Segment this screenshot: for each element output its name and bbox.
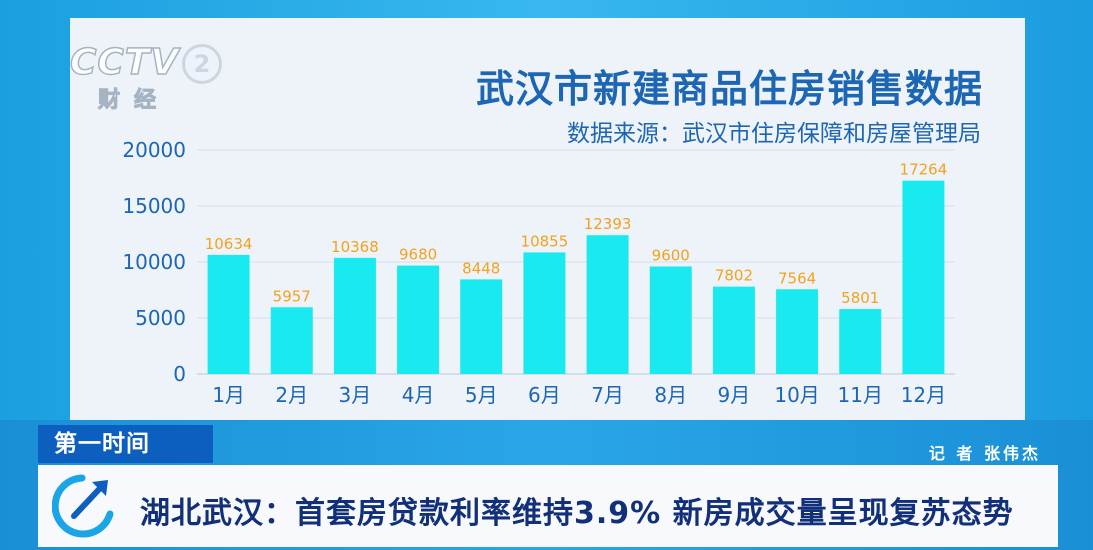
data-label: 10368: [331, 238, 379, 256]
news-headline: 湖北武汉：首套房贷款利率维持3.9% 新房成交量呈现复苏态势: [140, 496, 1014, 531]
chart-title: 武汉市新建商品住房销售数据: [475, 67, 983, 111]
x-tick-label: 8月: [654, 383, 687, 407]
x-tick-label: 6月: [528, 383, 561, 407]
bar-chart: 0 5000 10000 15000 20000 10634 1月 5957 2月 10368 3月…: [122, 138, 955, 407]
bar: [776, 289, 819, 374]
headline-bar: [38, 465, 1058, 547]
bar: [712, 286, 755, 374]
x-tick-label: 9月: [718, 383, 751, 407]
bar: [586, 235, 629, 374]
x-tick-label: 3月: [339, 383, 372, 407]
y-tick-label: 15000: [122, 194, 186, 218]
data-label: 7802: [715, 267, 753, 285]
bar: [649, 266, 692, 374]
data-label: 7564: [778, 269, 816, 287]
x-tick-label: 4月: [402, 383, 435, 407]
x-tick-label: 2月: [275, 383, 308, 407]
bar: [397, 265, 440, 374]
x-tick-label: 7月: [591, 383, 624, 407]
bar: [839, 309, 882, 374]
cctv2-logo: CCTV 2 财经: [69, 41, 222, 114]
bar: [460, 279, 503, 374]
y-tick-label: 20000: [122, 138, 186, 162]
channel-name: 财经: [97, 88, 171, 114]
bar: [523, 252, 566, 374]
data-label: 8448: [462, 259, 500, 277]
bar: [207, 254, 250, 374]
y-tick-label: 0: [173, 362, 186, 386]
x-tick-label: 1月: [212, 383, 245, 407]
data-label: 12393: [584, 215, 632, 233]
data-label: 9680: [399, 246, 437, 264]
logo-text: CCTV: [69, 41, 180, 84]
channel-number-badge: 2: [182, 44, 222, 84]
data-label: 5801: [841, 289, 879, 307]
growth-arrow-icon: [52, 474, 114, 538]
data-label: 9600: [652, 246, 690, 264]
reporter-credit: 记 者 张伟杰: [928, 444, 1041, 463]
data-label: 10855: [521, 232, 569, 250]
x-tick-label: 11月: [838, 383, 883, 407]
x-tick-label: 5月: [465, 383, 498, 407]
y-tick-label: 10000: [122, 250, 186, 274]
data-label: 17264: [900, 161, 948, 179]
x-tick-label: 10月: [774, 383, 819, 407]
chart-subtitle: 数据来源：武汉市住房保障和房屋管理局: [567, 121, 981, 147]
bar: [902, 180, 945, 374]
data-label: 10634: [205, 235, 253, 253]
bar: [270, 307, 313, 374]
y-tick-label: 5000: [135, 306, 186, 330]
data-label: 5957: [273, 287, 311, 305]
program-tag: 第一时间: [38, 425, 213, 463]
x-tick-label: 12月: [901, 383, 946, 407]
bar: [333, 257, 376, 374]
